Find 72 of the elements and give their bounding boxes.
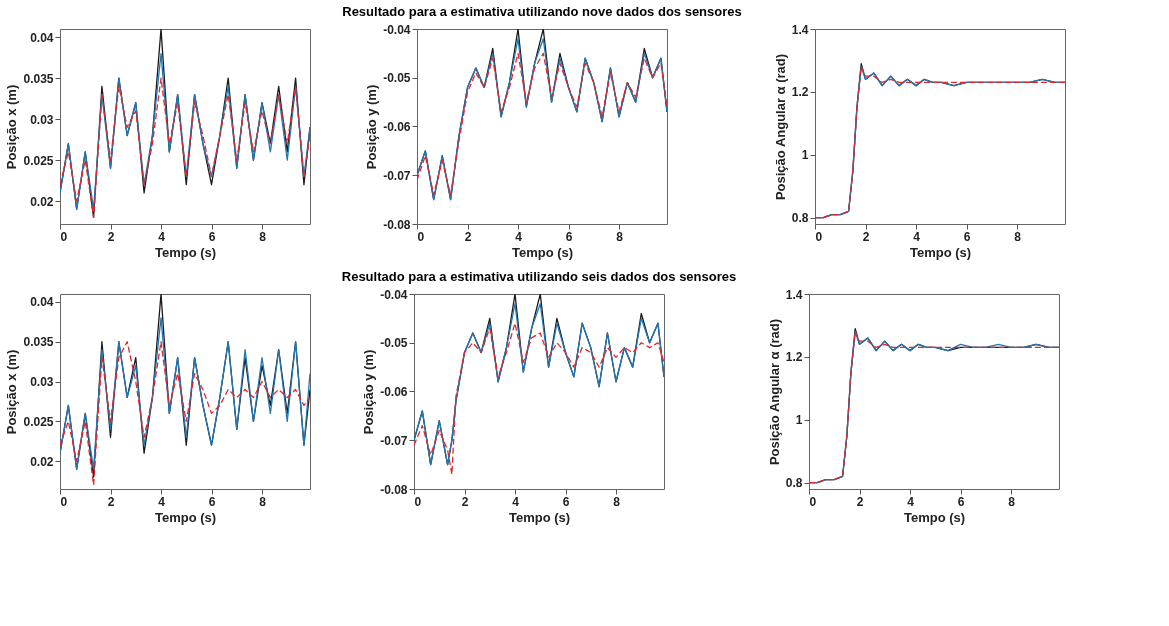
x-tick-label: 8 xyxy=(616,229,624,244)
y-tick-label: 0.03 xyxy=(30,112,54,127)
x-tick-label: 2 xyxy=(856,494,864,509)
y-tick-label: -0.06 xyxy=(383,120,411,134)
x-tick-label: 4 xyxy=(158,494,166,509)
y-tick-label: 1.2 xyxy=(791,85,809,100)
y-tick-label: 1 xyxy=(801,148,809,163)
y-tick-label: 0.03 xyxy=(30,375,54,390)
y-tick-label: 0.035 xyxy=(23,335,54,350)
y-tick-label: -0.04 xyxy=(383,22,411,37)
y-axis-title: Posição x (m) xyxy=(4,84,20,170)
y-axis-title: Posição Angular α (rad) xyxy=(772,53,788,201)
y-tick-label: 0.04 xyxy=(30,30,54,45)
y-tick-label: 0.04 xyxy=(30,295,54,310)
y-tick-label: -0.08 xyxy=(383,217,411,232)
x-axis-title: Tempo (s) xyxy=(154,244,217,260)
x-tick-label: 0 xyxy=(414,494,422,509)
x-tick-label: 4 xyxy=(158,229,166,244)
x-tick-label: 4 xyxy=(907,494,915,509)
y-tick-label: -0.08 xyxy=(380,482,408,497)
x-axis-title: Tempo (s) xyxy=(903,509,966,525)
y-tick-label: -0.05 xyxy=(380,336,408,351)
y-tick-label: 1.4 xyxy=(785,287,803,302)
y-tick-label: 0.02 xyxy=(30,454,54,469)
x-tick-label: 2 xyxy=(107,229,115,244)
x-axis-title: Tempo (s) xyxy=(508,509,571,525)
x-tick-label: 6 xyxy=(957,494,965,509)
x-tick-label: 2 xyxy=(107,494,115,509)
x-tick-label: 8 xyxy=(259,229,267,244)
x-tick-label: 0 xyxy=(815,229,823,244)
x-tick-label: 6 xyxy=(963,229,971,244)
x-tick-label: 4 xyxy=(515,229,523,244)
x-tick-label: 2 xyxy=(464,229,472,244)
y-tick-label: 0.8 xyxy=(785,476,803,491)
y-tick-label: 1 xyxy=(795,413,803,428)
x-tick-label: 4 xyxy=(913,229,921,244)
x-tick-label: 8 xyxy=(613,494,621,509)
y-axis-title: Posição y (m) xyxy=(361,349,377,435)
y-tick-label: 1.2 xyxy=(785,350,803,365)
y-tick-label: -0.04 xyxy=(380,287,408,302)
x-tick-label: 0 xyxy=(809,494,817,509)
y-tick-label: -0.07 xyxy=(380,433,408,448)
x-axis-title: Tempo (s) xyxy=(154,509,217,525)
y-axis-title: Posição Angular α (rad) xyxy=(766,318,782,466)
x-axis-title: Tempo (s) xyxy=(909,244,972,260)
x-tick-label: 8 xyxy=(1008,494,1016,509)
y-tick-label: -0.05 xyxy=(383,71,411,86)
y-tick-label: 0.025 xyxy=(23,414,54,429)
x-tick-label: 0 xyxy=(60,494,68,509)
x-tick-label: 0 xyxy=(60,229,68,244)
chart-title: Resultado para a estimativa utilizando nove dados dos sensores xyxy=(342,4,742,19)
x-axis-title: Tempo (s) xyxy=(511,244,574,260)
y-tick-label: 1.4 xyxy=(791,22,809,37)
y-tick-label: 0.025 xyxy=(23,153,54,168)
y-tick-label: -0.07 xyxy=(383,168,411,183)
x-tick-label: 6 xyxy=(208,494,216,509)
x-tick-label: 8 xyxy=(1014,229,1022,244)
x-tick-label: 0 xyxy=(417,229,425,244)
x-tick-label: 6 xyxy=(208,229,216,244)
y-axis-title: Posição y (m) xyxy=(364,84,380,170)
chart-title: Resultado para a estimativa utilizando seis dados dos sensores xyxy=(341,269,737,284)
y-tick-label: 0.02 xyxy=(30,194,54,209)
x-tick-label: 6 xyxy=(562,494,570,509)
x-tick-label: 4 xyxy=(512,494,520,509)
y-axis-title: Posição x (m) xyxy=(4,349,20,435)
y-tick-label: 0.035 xyxy=(23,71,54,86)
x-tick-label: 2 xyxy=(862,229,870,244)
x-tick-label: 8 xyxy=(259,494,267,509)
x-tick-label: 6 xyxy=(565,229,573,244)
x-tick-label: 2 xyxy=(461,494,469,509)
y-tick-label: 0.8 xyxy=(791,211,809,226)
y-tick-label: -0.06 xyxy=(380,385,408,399)
